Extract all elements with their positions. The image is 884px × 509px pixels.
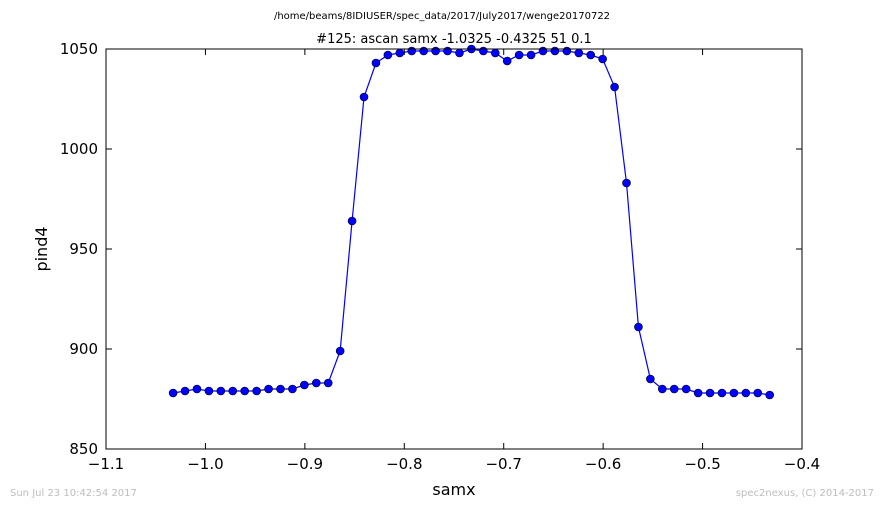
- data-point: [502, 56, 512, 66]
- data-point: [610, 82, 619, 92]
- y-tick-label: 1000: [60, 140, 98, 158]
- series-line: [173, 48, 770, 396]
- chart-title: #125: ascan samx -1.0325 -0.4325 51 0.1: [316, 32, 592, 47]
- data-point: [311, 378, 321, 388]
- data-point: [753, 388, 763, 398]
- data-point: [359, 92, 369, 102]
- data-point: [765, 390, 774, 400]
- data-point: [586, 50, 596, 60]
- x-axis-label: samx: [432, 480, 475, 499]
- chart-file-path: /home/beams/8IDIUSER/spec_data/2017/July…: [274, 11, 610, 22]
- data-point: [419, 46, 428, 56]
- y-tick-label: 950: [69, 240, 98, 258]
- plot-frame: [105, 48, 803, 450]
- data-point: [288, 384, 297, 394]
- y-axis-label: pind4: [32, 226, 51, 271]
- data-point: [276, 384, 285, 394]
- x-tick-label: −0.8: [386, 455, 422, 473]
- x-tick-label: −0.7: [485, 455, 521, 473]
- ticks-layer: −1.1 −1.0 −0.9 −0.8 −0.7 −0.6 −0.5 −0.4 850 900 95…: [60, 40, 820, 473]
- x-tick-label: −1.1: [88, 455, 124, 473]
- data-point: [598, 54, 607, 64]
- data-point: [252, 386, 261, 396]
- footer-credit: spec2nexus, (C) 2014-2017: [735, 488, 874, 499]
- data-point: [431, 46, 440, 56]
- data-point: [538, 46, 548, 56]
- data-point: [622, 178, 631, 188]
- data-point: [705, 388, 715, 398]
- data-point: [180, 386, 190, 396]
- data-point: [455, 48, 464, 58]
- data-point: [526, 50, 536, 60]
- data-point: [514, 50, 524, 60]
- y-tick-label: 1050: [60, 40, 98, 58]
- x-tick-label: −0.5: [684, 455, 720, 473]
- data-point: [693, 388, 703, 398]
- data-point: [240, 386, 250, 396]
- data-point: [371, 58, 381, 68]
- data-point: [479, 46, 488, 56]
- data-point: [550, 46, 560, 56]
- data-point: [323, 378, 333, 388]
- footer-timestamp: Sun Jul 23 10:42:54 2017: [10, 488, 137, 499]
- data-point: [669, 384, 679, 394]
- data-point: [300, 380, 309, 390]
- data-point: [216, 386, 226, 396]
- x-tick-label: −0.4: [784, 455, 820, 473]
- data-point: [264, 384, 273, 394]
- data-point: [228, 386, 238, 396]
- x-tick-label: −1.0: [187, 455, 223, 473]
- data-point: [741, 388, 751, 398]
- series-layer: [168, 44, 774, 400]
- data-point: [395, 48, 405, 58]
- data-point: [443, 46, 452, 56]
- data-point: [335, 346, 345, 356]
- x-tick-label: −0.9: [287, 455, 323, 473]
- x-tick-label: −0.6: [585, 455, 621, 473]
- data-point: [204, 386, 214, 396]
- data-point: [574, 48, 584, 58]
- data-point: [562, 46, 572, 56]
- data-point: [717, 388, 727, 398]
- data-point: [658, 384, 667, 394]
- data-point: [634, 322, 643, 332]
- data-point: [729, 388, 739, 398]
- data-point: [490, 48, 500, 58]
- y-tick-label: 850: [69, 440, 98, 458]
- data-point: [407, 46, 417, 56]
- y-tick-label: 900: [69, 340, 98, 358]
- data-point: [646, 374, 655, 384]
- data-point: [681, 384, 691, 394]
- data-point: [383, 50, 393, 60]
- data-point: [347, 216, 357, 226]
- data-point: [168, 388, 178, 398]
- data-point: [192, 384, 202, 394]
